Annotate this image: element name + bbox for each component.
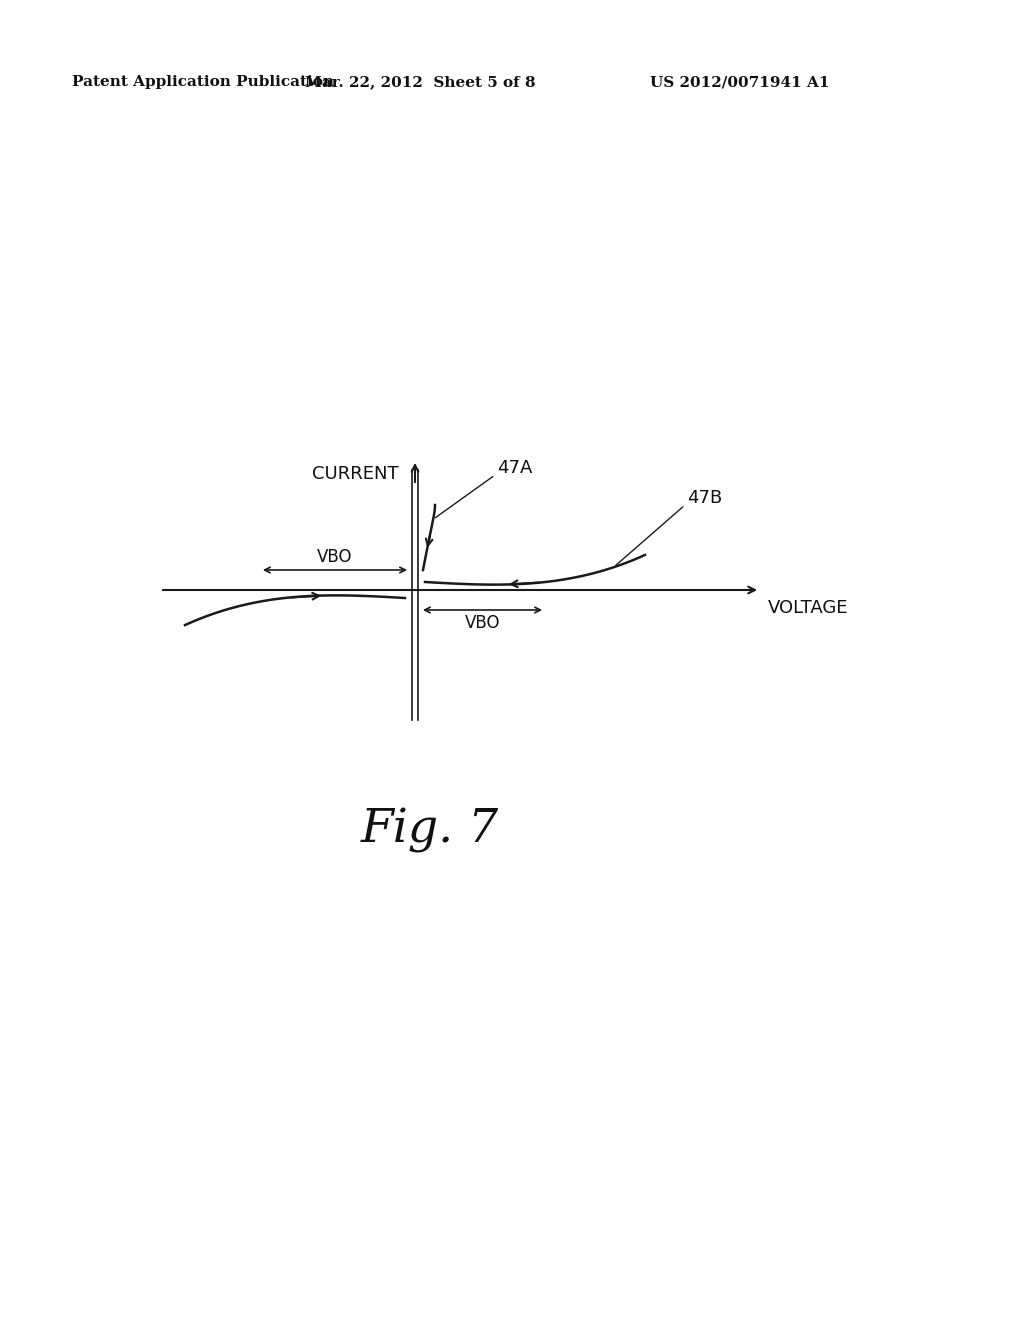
Text: VBO: VBO xyxy=(317,548,352,566)
Text: Fig. 7: Fig. 7 xyxy=(360,808,499,853)
Text: Patent Application Publication: Patent Application Publication xyxy=(72,75,334,88)
Text: US 2012/0071941 A1: US 2012/0071941 A1 xyxy=(650,75,829,88)
Text: CURRENT: CURRENT xyxy=(312,465,399,483)
Text: Mar. 22, 2012  Sheet 5 of 8: Mar. 22, 2012 Sheet 5 of 8 xyxy=(305,75,536,88)
Text: 47B: 47B xyxy=(687,488,722,507)
Text: 47A: 47A xyxy=(497,459,532,477)
Text: VOLTAGE: VOLTAGE xyxy=(768,599,849,616)
Text: VBO: VBO xyxy=(465,614,501,632)
